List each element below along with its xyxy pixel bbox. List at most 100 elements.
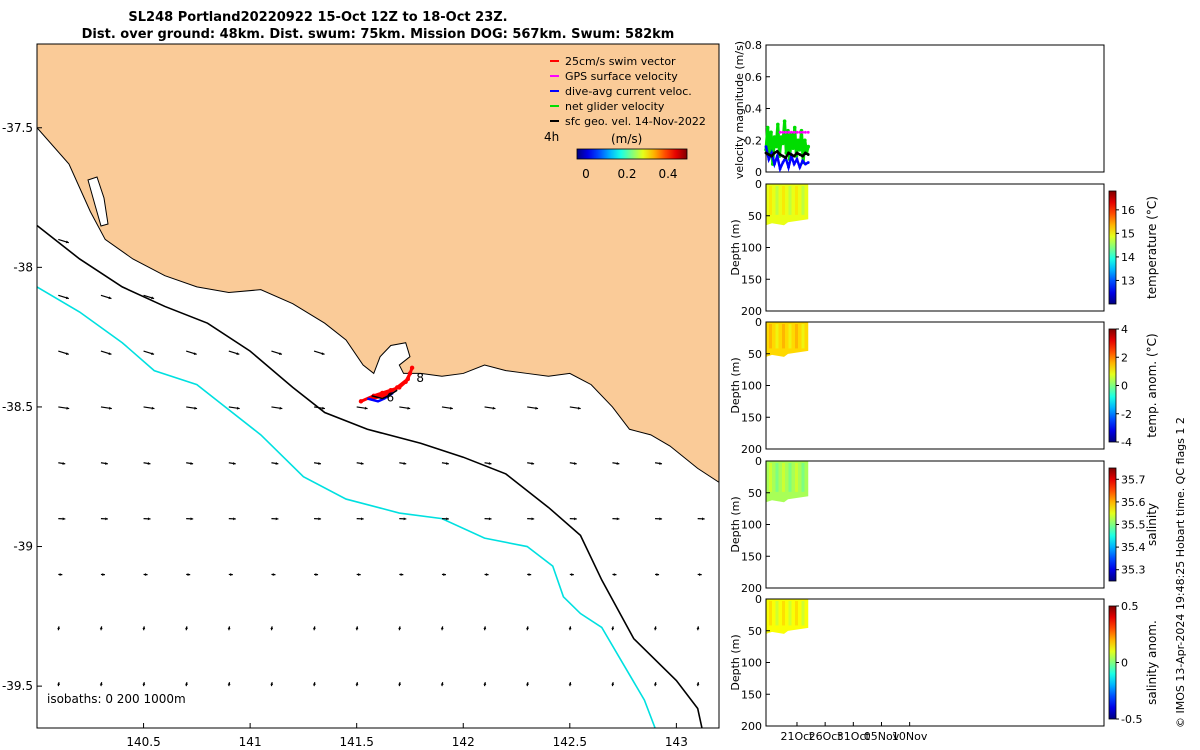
arrow-head: [151, 296, 155, 300]
current-arrow: [440, 682, 444, 687]
arrow-head: [440, 682, 444, 686]
arrow-head: [364, 406, 368, 410]
x-tick-label: 142: [452, 735, 475, 749]
velocity-point: [767, 157, 771, 161]
arrow-head: [360, 462, 364, 465]
current-arrow: [399, 462, 407, 465]
y-tick-label: 50: [748, 348, 762, 361]
legend-label: 25cm/s swim vector: [565, 55, 676, 68]
colorbar-label: temperature (°C): [1145, 196, 1159, 299]
map-frame: [36, 43, 720, 729]
section-data-streak: [782, 186, 785, 215]
current-arrow: [398, 682, 401, 687]
current-arrow: [99, 682, 103, 687]
arrow-head: [279, 352, 282, 355]
y-tick-label: 150: [741, 688, 762, 701]
current-arrow: [612, 462, 620, 465]
arrow-head: [443, 573, 446, 576]
current-arrow: [527, 573, 532, 576]
current-arrow: [653, 682, 657, 687]
y-tick-label: -38: [13, 260, 33, 274]
current-arrow: [57, 682, 60, 687]
colorbar-tick-label: 0.4: [658, 167, 677, 181]
arrow-head: [701, 517, 705, 521]
current-arrow: [58, 573, 63, 576]
arrow-head: [321, 352, 325, 355]
current-arrow: [527, 406, 539, 410]
section-data-streak: [782, 324, 785, 349]
current-arrow: [100, 573, 105, 576]
x-tick-label: 21Oct: [780, 730, 814, 743]
colorbar-tick-label: 14: [1121, 251, 1135, 264]
current-arrow: [186, 517, 194, 521]
velocity-point: [798, 153, 802, 156]
arrow-head: [187, 573, 191, 576]
velocity-point: [775, 154, 779, 158]
arrow-head: [449, 406, 453, 410]
current-arrow: [143, 406, 155, 410]
current-arrow: [228, 517, 236, 521]
interval-label: 4h: [544, 130, 559, 144]
arrow-head: [398, 682, 401, 686]
current-arrow: [441, 462, 449, 465]
colorbar-tick-label: 0.5: [1121, 600, 1139, 613]
velocity-point: [792, 130, 796, 134]
current-arrow: [271, 462, 279, 465]
arrow-head: [318, 517, 322, 521]
current-arrow: [100, 517, 108, 521]
current-arrow: [441, 573, 446, 576]
arrow-head: [57, 626, 60, 630]
legend-label: net glider velocity: [565, 100, 665, 113]
current-arrow: [58, 462, 66, 465]
current-arrow: [526, 626, 529, 631]
arrow-head: [279, 406, 283, 410]
current-arrow: [696, 626, 700, 631]
track-point: [358, 399, 364, 404]
geostrophic-track: [371, 389, 398, 400]
arrow-head: [488, 462, 492, 465]
arrow-head: [66, 406, 70, 410]
velocity-point: [781, 141, 785, 146]
current-arrow: [186, 462, 194, 465]
arrow-head: [659, 517, 663, 521]
y-tick-label: 0.2: [745, 134, 763, 147]
arrow-head: [144, 573, 148, 576]
section-data-streak: [769, 324, 772, 349]
y-tick-label: 0: [755, 178, 762, 191]
velocity-point: [792, 125, 797, 130]
arrow-head: [485, 573, 489, 576]
current-arrow: [58, 350, 69, 355]
title-line-1: SL248 Portland20220922 15-Oct 12Z to 18-…: [128, 10, 507, 25]
current-arrow: [440, 626, 444, 631]
section-colorbar: [1108, 328, 1117, 443]
velocity-series-line: [764, 146, 809, 173]
x-tick-label: 142.5: [553, 735, 587, 749]
isobath-200m: [37, 224, 703, 728]
map-content: 86: [37, 44, 719, 728]
velocity-point: [806, 153, 810, 156]
current-arrow: [100, 462, 108, 465]
arrow-head: [99, 682, 103, 686]
current-arrow: [312, 626, 316, 631]
section-data-streak: [769, 601, 772, 626]
velocity-point: [767, 153, 771, 156]
colorbar-label: temp. anom. (°C): [1145, 333, 1159, 437]
current-arrow: [228, 406, 240, 410]
current-arrow: [143, 350, 155, 355]
arrow-head: [446, 462, 449, 465]
current-arrow: [270, 682, 274, 687]
y-tick-label: 0: [755, 316, 762, 329]
section-data-streak: [801, 601, 805, 626]
track-point: [394, 385, 400, 390]
arrow-head: [230, 573, 233, 576]
arrow-head: [440, 626, 444, 630]
arrow-head: [400, 573, 404, 576]
current-arrow: [483, 682, 487, 687]
colorbar-tick-label: 0.2: [617, 167, 636, 181]
track-point: [405, 376, 411, 382]
arrow-head: [696, 626, 700, 630]
colorbar-tick-label: 0: [1121, 380, 1128, 393]
arrow-head: [108, 406, 112, 410]
arrow-head: [232, 462, 236, 465]
current-arrow: [484, 573, 489, 576]
